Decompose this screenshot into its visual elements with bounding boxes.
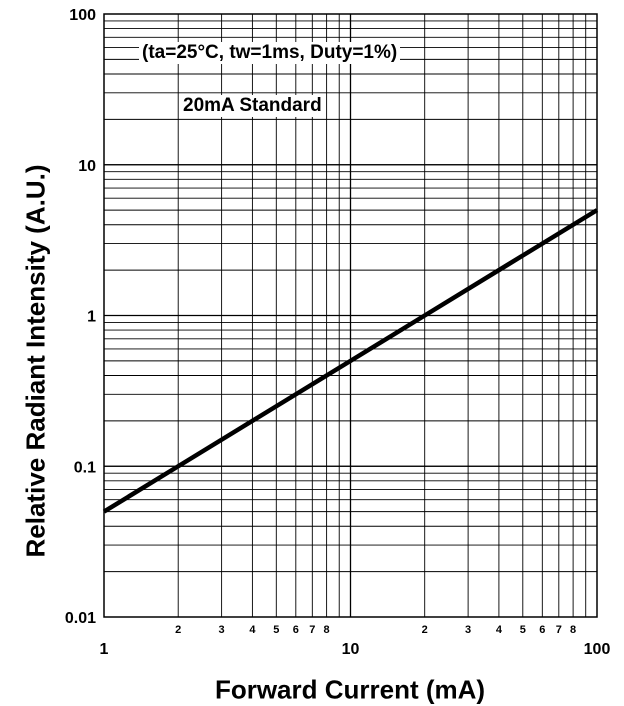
grid-lines xyxy=(104,14,597,617)
x-major-tick-label: 100 xyxy=(584,641,611,658)
y-tick-label: 0.01 xyxy=(65,610,96,627)
x-minor-tick-label: 6 xyxy=(539,624,545,636)
x-major-tick-label: 10 xyxy=(342,641,360,658)
x-minor-tick-label: 5 xyxy=(520,624,526,636)
y-tick-label: 10 xyxy=(78,158,96,175)
plot-frame xyxy=(103,13,598,618)
x-minor-tick-label: 8 xyxy=(324,624,330,636)
x-minor-tick-label: 6 xyxy=(293,624,299,636)
x-minor-tick-label: 4 xyxy=(249,624,256,636)
standard-current-annotation: 20mA Standard xyxy=(180,95,325,117)
x-minor-tick-label: 3 xyxy=(219,624,225,636)
series-line xyxy=(102,208,599,514)
x-minor-tick-label: 2 xyxy=(175,624,181,636)
series-group xyxy=(102,208,599,514)
x-minor-tick-label: 8 xyxy=(570,624,576,636)
x-minor-tick-label: 4 xyxy=(496,624,503,636)
y-tick-label: 1 xyxy=(87,309,96,326)
y-tick-label: 100 xyxy=(69,7,96,24)
x-minor-tick-label: 7 xyxy=(556,624,562,636)
y-tick-label: 0.1 xyxy=(74,459,96,476)
test-conditions-annotation: (ta=25°C, tw=1ms, Duty=1%) xyxy=(139,42,401,64)
x-major-tick-label: 1 xyxy=(100,641,109,658)
x-minor-tick-label: 3 xyxy=(465,624,471,636)
x-minor-tick-label: 7 xyxy=(309,624,315,636)
y-axis-label: Relative Radiant Intensity (A.U.) xyxy=(20,164,51,558)
x-minor-tick-label: 2 xyxy=(422,624,428,636)
x-minor-tick-label: 5 xyxy=(273,624,279,636)
x-axis-label: Forward Current (mA) xyxy=(214,674,486,705)
